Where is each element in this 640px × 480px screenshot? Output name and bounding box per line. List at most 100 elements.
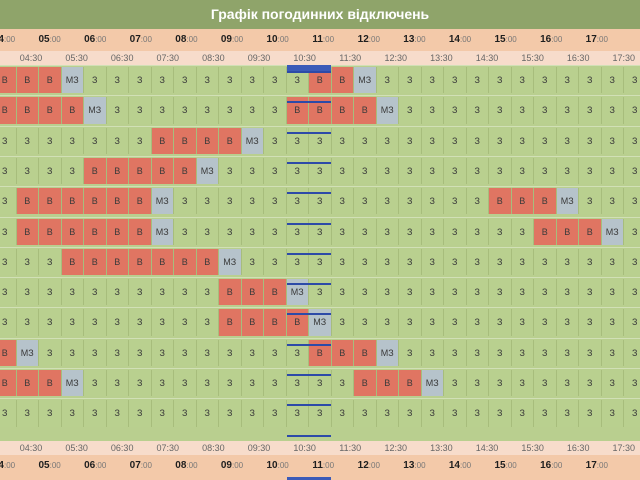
schedule-cell: З: [219, 370, 242, 397]
hour-label: 12:00: [357, 460, 380, 471]
schedule-cell: З: [556, 127, 579, 154]
schedule-cell: МЗ: [601, 218, 624, 245]
schedule-cell: З: [241, 188, 264, 215]
schedule-cell: З: [0, 309, 17, 336]
schedule-cell: В: [39, 218, 62, 245]
schedule-cell: З: [286, 400, 309, 427]
schedule-cell: З: [399, 400, 422, 427]
schedule-cell: В: [151, 248, 174, 276]
schedule-cell: МЗ: [219, 248, 242, 276]
schedule-cell: В: [331, 67, 354, 94]
schedule-cell: З: [421, 127, 444, 154]
schedule-cell: З: [151, 309, 174, 336]
current-time-tick: [287, 71, 331, 73]
schedule-cell: З: [151, 339, 174, 366]
half-hour-label: 09:30: [247, 53, 271, 63]
schedule-cell: З: [196, 400, 219, 427]
current-time-tick: [287, 404, 331, 407]
schedule-cell: З: [421, 218, 444, 245]
schedule-cell: З: [219, 157, 242, 185]
schedule-cell: З: [534, 157, 557, 185]
schedule-cell: З: [534, 67, 557, 94]
schedule-cell: З: [601, 127, 624, 154]
schedule-cell: З: [16, 248, 39, 276]
schedule-cell: В: [219, 279, 242, 306]
schedule-cell: В: [0, 339, 17, 366]
page-title: Графік погодинних відключень: [210, 6, 430, 22]
hour-label: 07:00: [129, 460, 152, 471]
schedule-cell: З: [421, 279, 444, 306]
schedule-cell: З: [534, 279, 557, 306]
schedule-cell: В: [286, 97, 309, 124]
half-hour-label: 14:30: [475, 53, 499, 63]
schedule-cell: З: [84, 127, 107, 154]
schedule-cell: З: [241, 339, 264, 366]
schedule-cell: З: [174, 218, 197, 245]
schedule-cell: З: [61, 339, 84, 366]
schedule-cell: З: [219, 97, 242, 124]
schedule-cell: З: [106, 309, 129, 336]
schedule-cell: З: [264, 339, 287, 366]
schedule-cell: В: [354, 370, 377, 397]
schedule-cell: З: [579, 400, 602, 427]
schedule-cell: МЗ: [61, 370, 84, 397]
schedule-cell: З: [61, 127, 84, 154]
schedule-cell: В: [579, 218, 602, 245]
schedule-cell: З: [624, 127, 640, 154]
schedule-cell: З: [399, 279, 422, 306]
schedule-cell: З: [556, 157, 579, 185]
schedule-cell: З: [556, 248, 579, 276]
row-separator: [0, 398, 640, 400]
schedule-cell: З: [129, 370, 152, 397]
schedule-cell: З: [421, 248, 444, 276]
schedule-cell: З: [601, 339, 624, 366]
schedule-cell: З: [84, 309, 107, 336]
schedule-cell: З: [129, 67, 152, 94]
schedule-cell: З: [624, 279, 640, 306]
schedule-cell: МЗ: [354, 67, 377, 94]
schedule-cell: З: [309, 127, 332, 154]
half-hour-label: 12:30: [384, 53, 408, 63]
schedule-cell: В: [511, 188, 534, 215]
schedule-cell: В: [376, 370, 399, 397]
schedule-cell: З: [624, 248, 640, 276]
half-hour-label: 08:30: [202, 443, 225, 453]
schedule-cell: З: [84, 339, 107, 366]
current-time-tick: [287, 252, 331, 255]
schedule-cell: З: [556, 279, 579, 306]
schedule-cell: МЗ: [286, 279, 309, 306]
schedule-cell: В: [151, 127, 174, 154]
schedule-cell: В: [241, 309, 264, 336]
current-time-tick: [287, 343, 331, 346]
half-hour-header-bottom: 04:30 05:30 06:30 07:30 08:30 09:30 10:30 11:30…: [0, 441, 640, 455]
schedule-cell: З: [534, 400, 557, 427]
schedule-cell: В: [0, 97, 17, 124]
schedule-cell: З: [489, 400, 512, 427]
schedule-cell: В: [16, 97, 39, 124]
schedule-cell: З: [106, 400, 129, 427]
schedule-cell: З: [421, 339, 444, 366]
schedule-cell: З: [151, 400, 174, 427]
schedule-cell: В: [39, 370, 62, 397]
schedule-cell: З: [399, 248, 422, 276]
schedule-cell: З: [241, 218, 264, 245]
schedule-cell: З: [489, 67, 512, 94]
schedule-cell: З: [106, 339, 129, 366]
schedule-cell: МЗ: [196, 157, 219, 185]
schedule-cell: З: [511, 400, 534, 427]
schedule-cell: З: [489, 157, 512, 185]
schedule-cell: З: [489, 370, 512, 397]
row-separator: [0, 216, 640, 218]
half-hour-label: 11:30: [339, 443, 362, 453]
schedule-cell: З: [331, 188, 354, 215]
schedule-cell: З: [174, 400, 197, 427]
schedule-cell: В: [84, 188, 107, 215]
schedule-cell: З: [511, 248, 534, 276]
schedule-cell: З: [84, 370, 107, 397]
schedule-cell: МЗ: [376, 97, 399, 124]
schedule-cell: З: [579, 309, 602, 336]
schedule-cell: З: [309, 218, 332, 245]
schedule-cell: З: [331, 370, 354, 397]
schedule-cell: В: [61, 248, 84, 276]
schedule-cell: З: [331, 279, 354, 306]
